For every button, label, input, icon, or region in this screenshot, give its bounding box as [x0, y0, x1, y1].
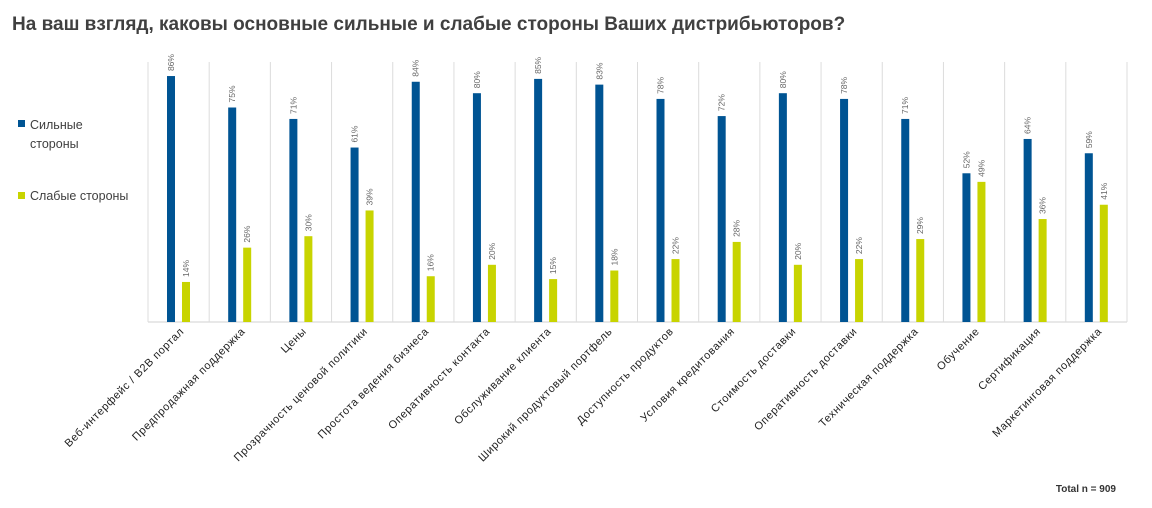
- value-label: 80%: [778, 71, 788, 88]
- value-label: 16%: [426, 254, 436, 271]
- value-label: 22%: [671, 237, 681, 254]
- value-label: 49%: [976, 159, 986, 176]
- bar: [855, 259, 864, 322]
- value-label: 26%: [242, 225, 252, 242]
- value-label: 72%: [717, 94, 727, 111]
- value-label: 75%: [227, 85, 237, 102]
- value-label: 30%: [303, 214, 313, 231]
- value-label: 85%: [533, 56, 543, 73]
- x-tick-label: Веб-интерфейс / B2B портал: [63, 326, 187, 450]
- legend-swatch: [18, 120, 25, 127]
- value-label: 84%: [411, 59, 421, 76]
- bar: [977, 181, 986, 322]
- x-tick-label: Обучение: [935, 326, 982, 373]
- bar: [717, 116, 726, 322]
- bar: [732, 241, 741, 322]
- bar: [426, 276, 435, 322]
- value-label: 22%: [854, 237, 864, 254]
- value-label: 61%: [350, 125, 360, 142]
- bar: [840, 98, 849, 322]
- value-label: 14%: [181, 260, 191, 277]
- bar: [182, 281, 190, 322]
- x-tick-label: Сертификация: [976, 326, 1043, 393]
- value-label: 15%: [548, 257, 558, 274]
- bar: [549, 279, 558, 322]
- bar: [656, 98, 665, 322]
- bar: [793, 264, 802, 322]
- x-tick-label: Оперативность доставки: [752, 326, 860, 434]
- value-label: 36%: [1038, 197, 1048, 214]
- legend-swatch: [18, 192, 25, 199]
- value-label: 80%: [472, 71, 482, 88]
- legend-label: Сильные стороны: [30, 118, 83, 151]
- value-label: 52%: [961, 151, 971, 168]
- x-tick-label: Прозрачность ценовой политики: [232, 326, 370, 464]
- bar: [1038, 219, 1047, 322]
- bar: [778, 93, 787, 322]
- x-tick-label: Техническая поддержка: [817, 325, 921, 429]
- x-tick-label: Обслуживание клиента: [452, 325, 554, 427]
- value-label: 20%: [487, 242, 497, 259]
- bar: [1023, 138, 1032, 322]
- bar: [1099, 204, 1108, 322]
- footnote: Total n = 909: [1055, 484, 1116, 495]
- bar: [487, 264, 496, 322]
- chart-title: На ваш взгляд, каковы основные сильные и…: [12, 14, 846, 35]
- bar: [228, 107, 237, 322]
- bar: [962, 173, 971, 322]
- x-tick-label: Маркетинговая поддержка: [990, 325, 1104, 439]
- value-label: 39%: [365, 188, 375, 205]
- bar: [365, 210, 374, 322]
- bar: [901, 118, 910, 322]
- value-label: 59%: [1084, 131, 1094, 148]
- bar: [167, 76, 175, 322]
- bar: [671, 259, 680, 322]
- x-tick-label: Широкий продуктовый портфель: [476, 326, 615, 465]
- value-label: 64%: [1023, 117, 1033, 134]
- value-label: 86%: [166, 54, 176, 71]
- x-tick-label: Предпродажная поддержка: [130, 325, 248, 443]
- x-tick-label: Простота ведения бизнеса: [316, 325, 432, 441]
- bar: [1084, 153, 1093, 322]
- value-label: 71%: [900, 96, 910, 113]
- x-tick-label: Доступность продуктов: [575, 326, 677, 428]
- bar: [304, 236, 313, 322]
- value-label: 78%: [656, 76, 666, 93]
- bar: [472, 93, 481, 322]
- bar: [350, 147, 359, 322]
- x-tick-label: Оперативность контакта: [386, 325, 493, 432]
- bar: [289, 118, 298, 322]
- x-tick-label: Цены: [279, 326, 309, 356]
- value-label: 71%: [288, 96, 298, 113]
- value-label: 83%: [594, 62, 604, 79]
- value-label: 41%: [1099, 182, 1109, 199]
- bar: [916, 239, 925, 322]
- bar: [243, 247, 252, 322]
- bar: [595, 84, 604, 323]
- value-label: 28%: [732, 219, 742, 236]
- bar: [610, 270, 619, 322]
- value-label: 29%: [915, 217, 925, 234]
- value-label: 20%: [793, 242, 803, 259]
- legend-label: Слабые стороны: [30, 189, 129, 203]
- bar: [534, 78, 543, 323]
- bar: [411, 81, 420, 322]
- value-label: 78%: [839, 76, 849, 93]
- value-label: 18%: [609, 248, 619, 265]
